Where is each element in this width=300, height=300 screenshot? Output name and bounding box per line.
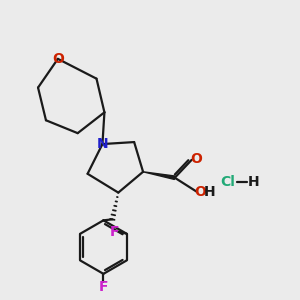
- Text: F: F: [99, 280, 108, 294]
- Text: Cl: Cl: [220, 175, 235, 189]
- Text: O: O: [190, 152, 202, 166]
- Text: F: F: [110, 225, 119, 239]
- Text: H: H: [204, 184, 215, 199]
- Text: O: O: [52, 52, 64, 66]
- Text: N: N: [97, 137, 108, 151]
- Text: O: O: [195, 184, 206, 199]
- Polygon shape: [143, 172, 175, 179]
- Text: H: H: [248, 175, 260, 189]
